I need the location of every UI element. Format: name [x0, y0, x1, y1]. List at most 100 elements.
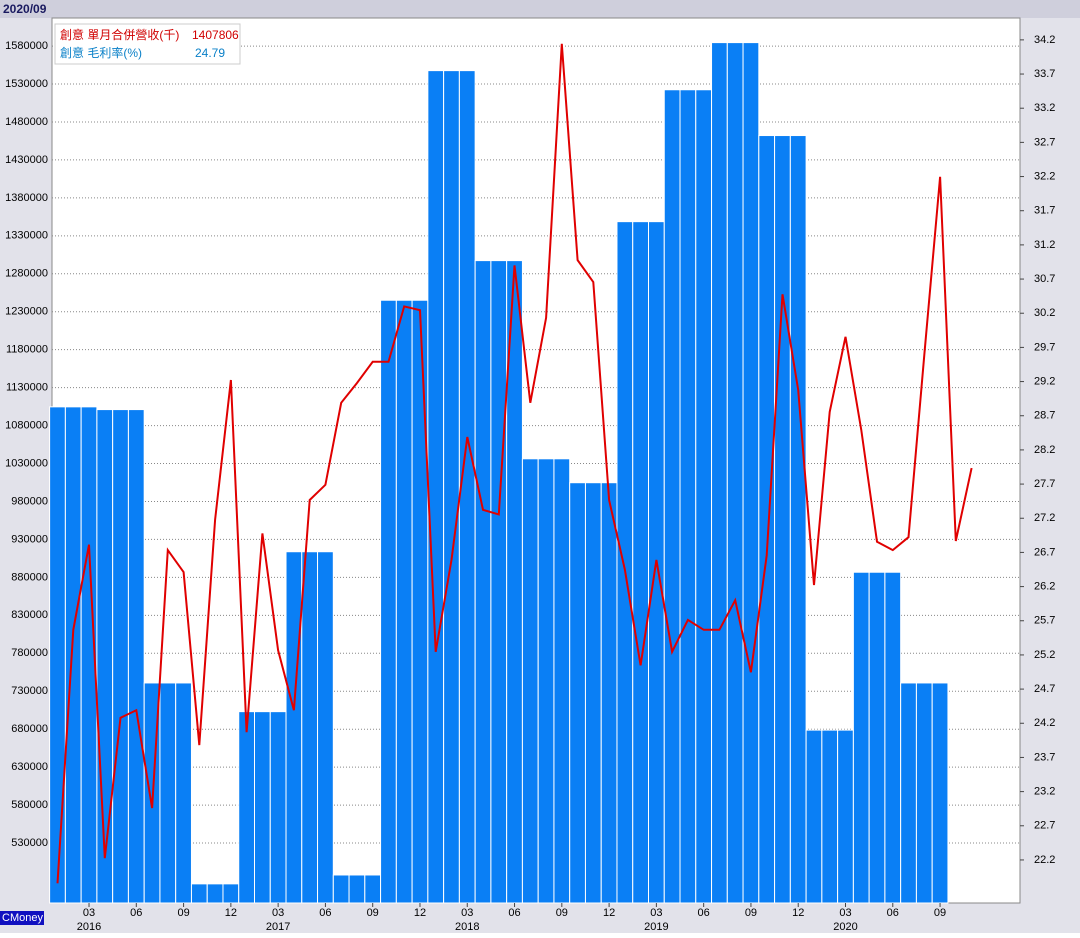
- y2-tick-label: 33.2: [1034, 102, 1055, 114]
- y-tick-label: 980000: [11, 495, 48, 507]
- bar: [285, 551, 303, 904]
- bar: [679, 89, 697, 904]
- bar: [427, 70, 445, 904]
- watermark-box: [0, 911, 44, 925]
- bar: [380, 299, 397, 904]
- y-tick-label: 1530000: [5, 78, 48, 90]
- watermark: CMoney: [2, 912, 43, 924]
- y2-tick-label: 27.2: [1034, 512, 1055, 524]
- x-tick-label: 12: [414, 907, 426, 919]
- bar: [852, 571, 870, 904]
- bar: [317, 551, 334, 904]
- bar: [868, 571, 886, 904]
- legend-box: [54, 23, 241, 65]
- bar: [254, 711, 271, 904]
- y-tick-label: 1380000: [5, 192, 48, 204]
- bar: [600, 482, 618, 904]
- x-tick-label: 09: [745, 907, 757, 919]
- y-tick-label: 1330000: [5, 230, 48, 242]
- y2-tick-label: 23.7: [1034, 751, 1055, 763]
- bar: [175, 682, 192, 904]
- bar: [711, 42, 728, 904]
- bar: [900, 682, 917, 904]
- bar: [49, 406, 66, 904]
- x-tick-label: 12: [792, 907, 804, 919]
- x-tick-label: 03: [272, 907, 284, 919]
- y2-tick-label: 32.2: [1034, 170, 1055, 182]
- y-tick-label: 630000: [11, 761, 48, 773]
- bar: [884, 571, 902, 904]
- bar: [726, 42, 744, 904]
- bar: [663, 89, 681, 904]
- bar: [395, 299, 413, 904]
- legend-label: 創意 單月合併營收(千): [60, 27, 179, 42]
- bar: [915, 682, 933, 904]
- x-year-label: 2017: [266, 921, 290, 933]
- bar: [127, 409, 145, 904]
- bar: [332, 874, 350, 904]
- bar: [159, 682, 177, 904]
- y2-tick-label: 28.7: [1034, 410, 1055, 422]
- revenue-line: [56, 43, 973, 884]
- y-tick-label: 1080000: [5, 419, 48, 431]
- legend-value: 1407806: [192, 28, 239, 42]
- legend-value: 24.79: [195, 46, 225, 60]
- y2-tick-label: 22.7: [1034, 820, 1055, 832]
- bar: [269, 711, 287, 904]
- y2-tick-label: 33.7: [1034, 68, 1055, 80]
- bar: [112, 409, 129, 904]
- x-tick-label: 03: [839, 907, 851, 919]
- bar: [222, 883, 240, 904]
- y2-tick-label: 29.7: [1034, 341, 1055, 353]
- bar: [695, 89, 713, 904]
- y2-tick-label: 25.2: [1034, 649, 1055, 661]
- y-tick-label: 830000: [11, 609, 48, 621]
- y-tick-label: 1130000: [6, 382, 48, 394]
- bar: [553, 458, 571, 904]
- x-year-label: 2016: [77, 921, 101, 933]
- bar: [931, 682, 949, 904]
- x-tick-label: 06: [887, 907, 899, 919]
- y2-tick-label: 29.2: [1034, 375, 1055, 387]
- y2-tick-label: 32.7: [1034, 136, 1055, 148]
- x-tick-label: 09: [556, 907, 568, 919]
- y-tick-label: 530000: [11, 837, 48, 849]
- y2-tick-label: 28.2: [1034, 444, 1055, 456]
- bar: [238, 711, 256, 904]
- bar: [411, 299, 429, 904]
- bar: [301, 551, 319, 904]
- x-tick-label: 06: [130, 907, 142, 919]
- x-tick-label: 12: [225, 907, 237, 919]
- x-tick-label: 09: [934, 907, 946, 919]
- y2-tick-label: 30.2: [1034, 307, 1055, 319]
- y2-tick-label: 30.7: [1034, 273, 1055, 285]
- y-tick-label: 930000: [11, 533, 48, 545]
- y-tick-label: 1180000: [6, 344, 48, 356]
- x-tick-label: 09: [367, 907, 379, 919]
- chart-title: 2020/09: [3, 2, 47, 16]
- y-tick-label: 1030000: [5, 457, 48, 469]
- bar: [206, 883, 224, 904]
- bar: [632, 221, 649, 904]
- bar: [64, 406, 82, 904]
- bar: [474, 260, 492, 904]
- bar: [742, 42, 760, 904]
- y-tick-label: 780000: [11, 647, 48, 659]
- y2-tick-label: 27.7: [1034, 478, 1055, 490]
- y2-tick-label: 26.7: [1034, 546, 1055, 558]
- y-tick-label: 1480000: [5, 116, 48, 128]
- bar: [789, 135, 807, 904]
- legend: 創意 單月合併營收(千) 1407806 創意 毛利率(%) 24.79: [54, 23, 241, 65]
- top-strip: [0, 0, 1080, 18]
- bar: [521, 458, 539, 904]
- x-tick-label: 06: [319, 907, 331, 919]
- y-tick-label: 730000: [11, 685, 48, 697]
- bar: [190, 883, 208, 904]
- x-tick-label: 12: [603, 907, 615, 919]
- y2-tick-label: 34.2: [1034, 34, 1055, 46]
- bar: [490, 260, 508, 904]
- bar: [837, 729, 854, 904]
- x-tick-label: 03: [650, 907, 662, 919]
- bar: [616, 221, 634, 904]
